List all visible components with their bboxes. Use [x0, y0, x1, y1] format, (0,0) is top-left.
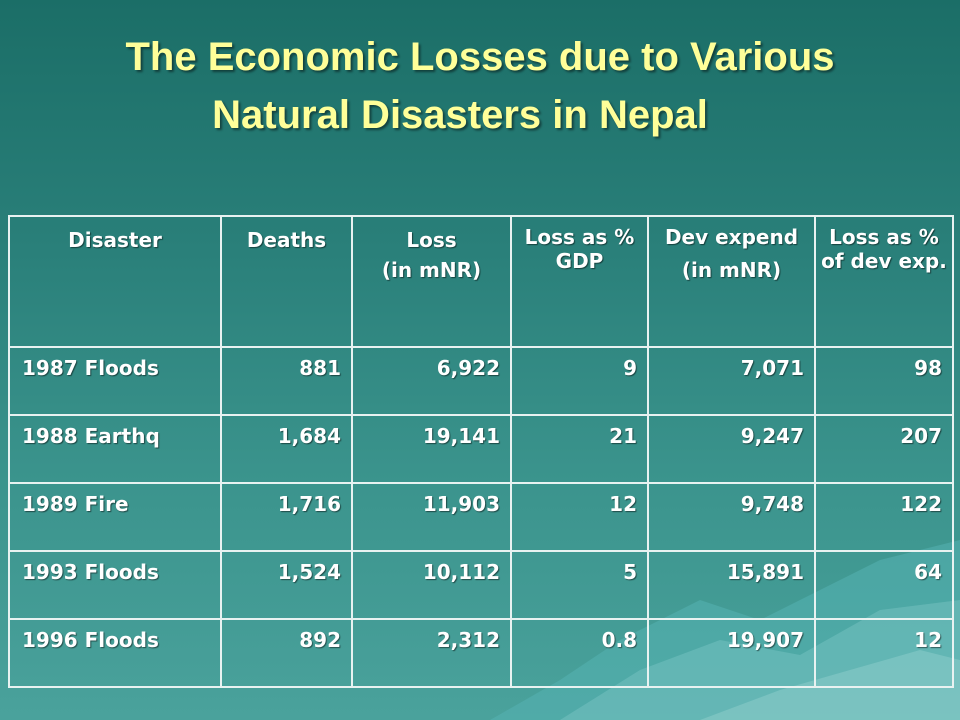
- cell-loss-gdp: 12: [510, 482, 649, 552]
- cell-disaster: 1993 Floods: [8, 550, 222, 620]
- table-row: 1993 Floods 1,524 10,112 5 15,891 64: [8, 550, 954, 620]
- cell-loss-dev: 122: [814, 482, 954, 552]
- title-line-2: Natural Disasters in Nepal: [212, 93, 708, 137]
- cell-loss-dev: 64: [814, 550, 954, 620]
- economic-losses-table: Disaster Deaths Loss (in mNR) Loss as % …: [8, 215, 954, 688]
- header-loss-dev: Loss as % of dev exp.: [814, 215, 954, 348]
- cell-dev-expend: 19,907: [647, 618, 816, 688]
- cell-loss-dev: 98: [814, 346, 954, 416]
- table-row: 1989 Fire 1,716 11,903 12 9,748 122: [8, 482, 954, 552]
- header-deaths: Deaths: [220, 215, 353, 348]
- cell-deaths: 881: [220, 346, 353, 416]
- cell-dev-expend: 9,748: [647, 482, 816, 552]
- slide-title: The Economic Losses due to Various Natur…: [0, 28, 960, 144]
- cell-deaths: 892: [220, 618, 353, 688]
- header-disaster: Disaster: [8, 215, 222, 348]
- cell-loss: 10,112: [351, 550, 512, 620]
- cell-loss: 6,922: [351, 346, 512, 416]
- table-row: 1996 Floods 892 2,312 0.8 19,907 12: [8, 618, 954, 688]
- cell-loss-gdp: 21: [510, 414, 649, 484]
- cell-loss: 11,903: [351, 482, 512, 552]
- cell-disaster: 1987 Floods: [8, 346, 222, 416]
- cell-deaths: 1,684: [220, 414, 353, 484]
- cell-loss-dev: 12: [814, 618, 954, 688]
- cell-loss-gdp: 9: [510, 346, 649, 416]
- cell-dev-expend: 9,247: [647, 414, 816, 484]
- table-row: 1987 Floods 881 6,922 9 7,071 98: [8, 346, 954, 416]
- cell-loss: 19,141: [351, 414, 512, 484]
- table-row: 1988 Earthq 1,684 19,141 21 9,247 207: [8, 414, 954, 484]
- cell-loss: 2,312: [351, 618, 512, 688]
- table-header-row: Disaster Deaths Loss (in mNR) Loss as % …: [8, 215, 954, 348]
- header-loss-gdp: Loss as % GDP: [510, 215, 649, 348]
- cell-disaster: 1989 Fire: [8, 482, 222, 552]
- cell-deaths: 1,524: [220, 550, 353, 620]
- cell-deaths: 1,716: [220, 482, 353, 552]
- title-line-1: The Economic Losses due to Various: [125, 35, 835, 79]
- header-loss: Loss (in mNR): [351, 215, 512, 348]
- cell-dev-expend: 7,071: [647, 346, 816, 416]
- cell-loss-dev: 207: [814, 414, 954, 484]
- cell-loss-gdp: 0.8: [510, 618, 649, 688]
- header-dev-expend: Dev expend (in mNR): [647, 215, 816, 348]
- cell-disaster: 1988 Earthq: [8, 414, 222, 484]
- cell-loss-gdp: 5: [510, 550, 649, 620]
- cell-dev-expend: 15,891: [647, 550, 816, 620]
- cell-disaster: 1996 Floods: [8, 618, 222, 688]
